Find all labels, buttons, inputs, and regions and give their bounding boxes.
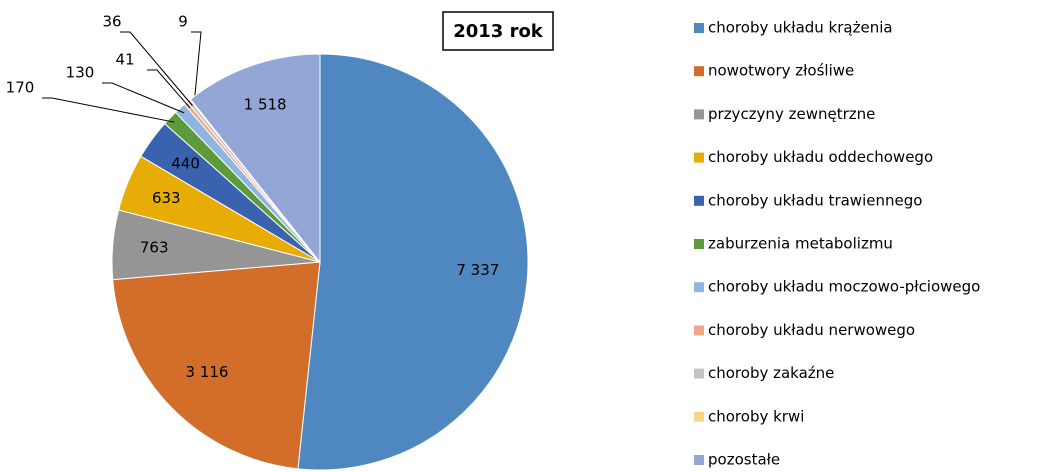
data-label: 440 [171, 154, 200, 172]
chart-title: 2013 rok [453, 21, 544, 42]
legend-swatch [694, 152, 704, 163]
data-label: 7 337 [456, 261, 499, 279]
legend-swatch [694, 23, 704, 33]
data-label: 41 [115, 51, 134, 69]
data-label: 170 [6, 79, 35, 97]
legend-label: choroby układu krążenia [708, 19, 893, 37]
leader-line [147, 69, 191, 109]
legend-swatch [694, 195, 704, 206]
legend-swatch [694, 325, 704, 336]
leader-line [102, 82, 185, 114]
legend-swatch [694, 455, 704, 465]
legend-label: choroby krwi [708, 407, 804, 425]
data-label: 36 [102, 13, 121, 31]
legend-label: choroby układu moczowo-płciowego [708, 278, 980, 296]
legend-label: choroby układu nerwowego [708, 321, 915, 339]
leader-line [120, 31, 193, 106]
legend-swatch [694, 282, 704, 293]
legend-swatch [694, 411, 704, 422]
pie-slice [189, 53, 321, 264]
data-label: 130 [66, 64, 95, 82]
pie-slice [112, 261, 321, 470]
legend-label: choroby układu trawiennego [708, 191, 922, 209]
title-box [442, 11, 554, 51]
legend-label: przyczyny zewnętrzne [708, 105, 875, 123]
data-label: 3 116 [186, 363, 229, 381]
data-label: 9 [178, 13, 188, 31]
data-label: 633 [152, 189, 181, 207]
data-label: 1 518 [244, 95, 287, 113]
data-label: 763 [140, 239, 169, 257]
pie-slice [297, 53, 529, 471]
legend-swatch [694, 368, 704, 379]
leader-line [42, 97, 175, 123]
legend-label: choroby zakaźne [708, 364, 834, 382]
legend-label: zaburzenia metabolizmu [708, 235, 893, 253]
legend-label: pozostałe [708, 451, 780, 469]
legend-swatch [694, 109, 704, 120]
legend-swatch [694, 66, 704, 77]
legend-label: choroby układu oddechowego [708, 148, 933, 166]
leader-line [191, 31, 202, 105]
legend-swatch [694, 239, 704, 249]
legend-label: nowotwory złośliwe [708, 62, 854, 80]
